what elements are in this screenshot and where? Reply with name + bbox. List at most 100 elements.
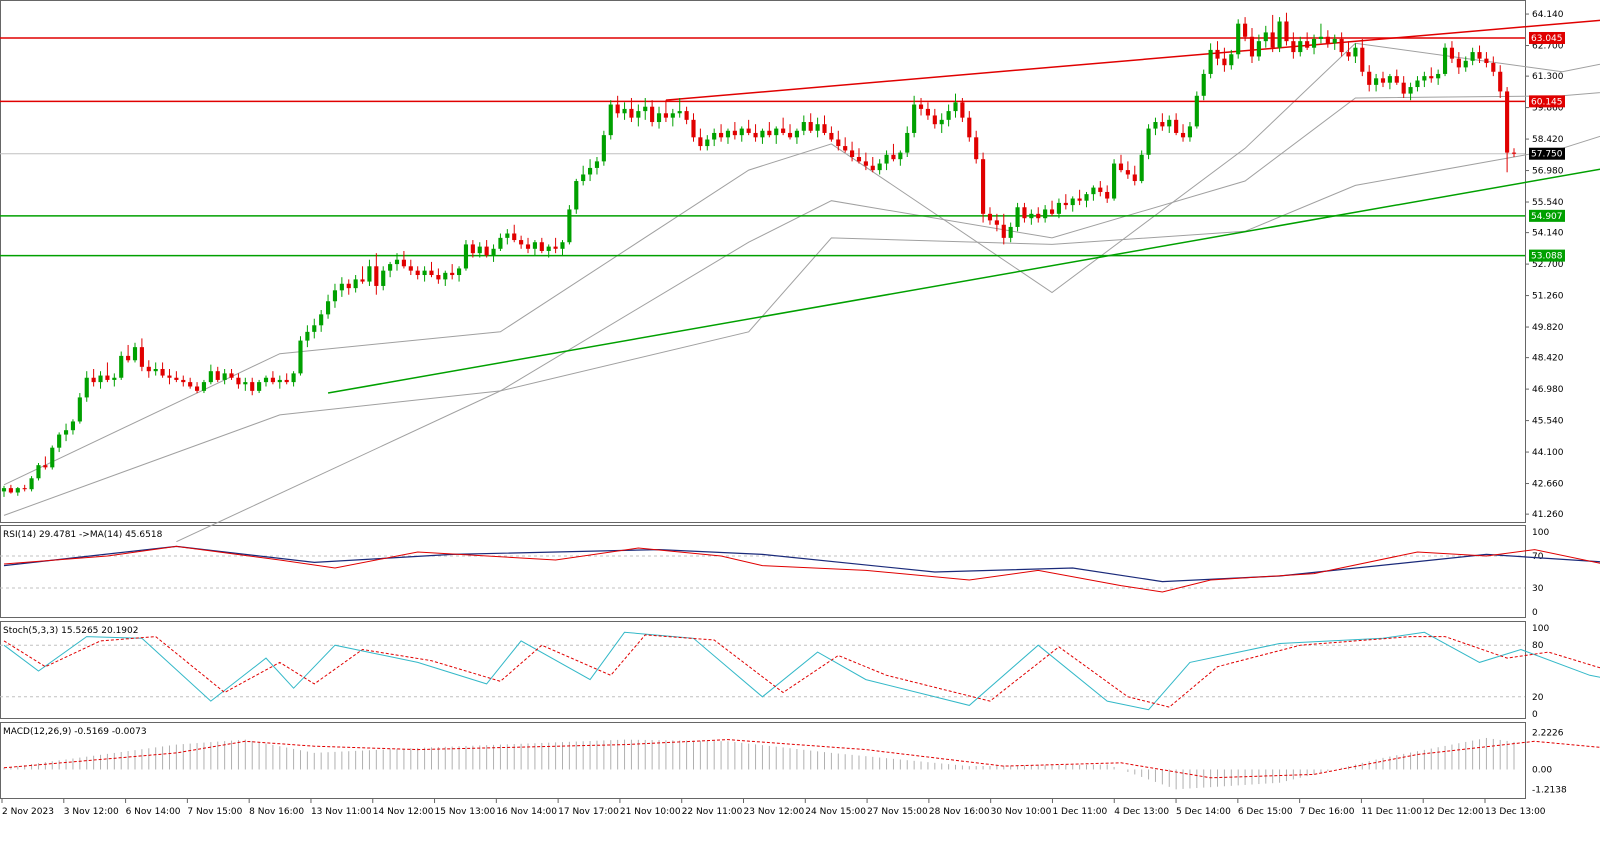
candle-body [1160, 122, 1165, 127]
candle-body [1112, 163, 1117, 199]
candle-body [1456, 58, 1461, 68]
price-tick-label: 46.980 [1532, 385, 1564, 395]
candle-body [1284, 21, 1289, 42]
level-price-tag [1529, 95, 1565, 108]
macd-tick-label: -1.2138 [1532, 786, 1567, 796]
candle-body [774, 128, 779, 136]
candle-body [1436, 73, 1441, 79]
candle-body [236, 377, 241, 385]
candle-body [698, 137, 703, 147]
candle-body [1022, 207, 1027, 219]
candle-body [1049, 209, 1055, 214]
candle-body [491, 248, 496, 256]
candle-body [739, 128, 744, 136]
stoch-k-line [3, 631, 1600, 711]
candle-body [1153, 122, 1158, 129]
candle-body [167, 375, 172, 378]
candle-body [367, 266, 372, 282]
candle-body [43, 465, 48, 468]
candle-body [429, 270, 434, 276]
candle-body [443, 272, 448, 280]
candle-body [836, 139, 841, 147]
candle-body [22, 488, 27, 490]
candle-body [856, 156, 862, 162]
level-price-label: 63.045 [1531, 34, 1563, 44]
candle-body [1422, 76, 1427, 81]
candle-body [250, 382, 255, 391]
current-price-tag [1529, 147, 1565, 160]
candle-body [843, 146, 848, 151]
candle-body [1222, 58, 1227, 66]
x-tick-label: 1 Dec 11:00 [1052, 807, 1107, 817]
candle-body [415, 270, 420, 276]
candle-body [119, 355, 124, 378]
stoch-d-line [3, 634, 1600, 708]
candle-body [829, 132, 834, 140]
stoch-tick-label: 80 [1532, 641, 1544, 651]
candle-body [188, 382, 193, 387]
candle-body [1215, 49, 1220, 59]
candle-body [684, 111, 689, 120]
candle-body [677, 111, 682, 114]
price-tick-label: 44.100 [1532, 448, 1564, 458]
candle-body [1139, 154, 1144, 182]
x-tick-label: 6 Dec 15:00 [1238, 807, 1293, 817]
candle-body [1, 488, 7, 492]
price-tick-label: 52.700 [1532, 260, 1564, 270]
price-tick-label: 41.260 [1532, 510, 1564, 520]
candle-body [1346, 52, 1351, 57]
candle-body [1325, 36, 1330, 44]
macd-signal-line [3, 739, 1600, 779]
candle-body [967, 117, 972, 138]
candle-body [643, 106, 648, 112]
candle-body [1084, 194, 1089, 201]
candle-body [1415, 80, 1420, 88]
candle-body [270, 377, 275, 383]
candle-body [1408, 87, 1413, 94]
candle-body [656, 113, 662, 123]
candle-body [1029, 213, 1034, 219]
candle-body [863, 161, 868, 166]
candle-body [1367, 71, 1372, 85]
candle-body [946, 111, 951, 120]
candle-body [1180, 132, 1186, 138]
candle-body [257, 382, 262, 391]
candle-body [1098, 187, 1103, 192]
candle-body [1263, 32, 1268, 42]
candle-body [519, 240, 524, 245]
candle-body [1187, 126, 1193, 138]
candle-body [787, 132, 793, 138]
candle-body [732, 130, 737, 136]
rsi-tick-label: 0 [1532, 608, 1538, 618]
candle-body [553, 246, 558, 249]
candle-body [312, 325, 317, 332]
x-tick-label: 17 Nov 17:00 [558, 807, 619, 817]
candle-body [801, 122, 806, 131]
candle-body [1201, 73, 1206, 96]
price-tick-label: 59.860 [1532, 104, 1564, 114]
panel-frame-price [0, 0, 1526, 523]
candle-body [91, 377, 96, 383]
candle-body [174, 377, 179, 380]
candle-body [512, 233, 517, 241]
candle-body [291, 373, 296, 383]
candle-body [463, 244, 469, 269]
candle-body [1387, 76, 1392, 83]
candle-body [532, 242, 537, 249]
candle-body [57, 434, 62, 448]
candle-body [132, 347, 138, 361]
candle-body [601, 135, 606, 162]
candle-body [1374, 78, 1379, 85]
candle-body [594, 161, 600, 168]
x-tick-label: 13 Dec 13:00 [1485, 807, 1546, 817]
candle-body [1270, 32, 1275, 48]
candle-body [636, 111, 641, 118]
candle-body [1477, 52, 1482, 59]
candle-body [1036, 213, 1041, 219]
candle-body [194, 386, 200, 391]
candle-body [1063, 202, 1068, 206]
candle-body [629, 108, 634, 118]
candle-body [305, 331, 310, 341]
